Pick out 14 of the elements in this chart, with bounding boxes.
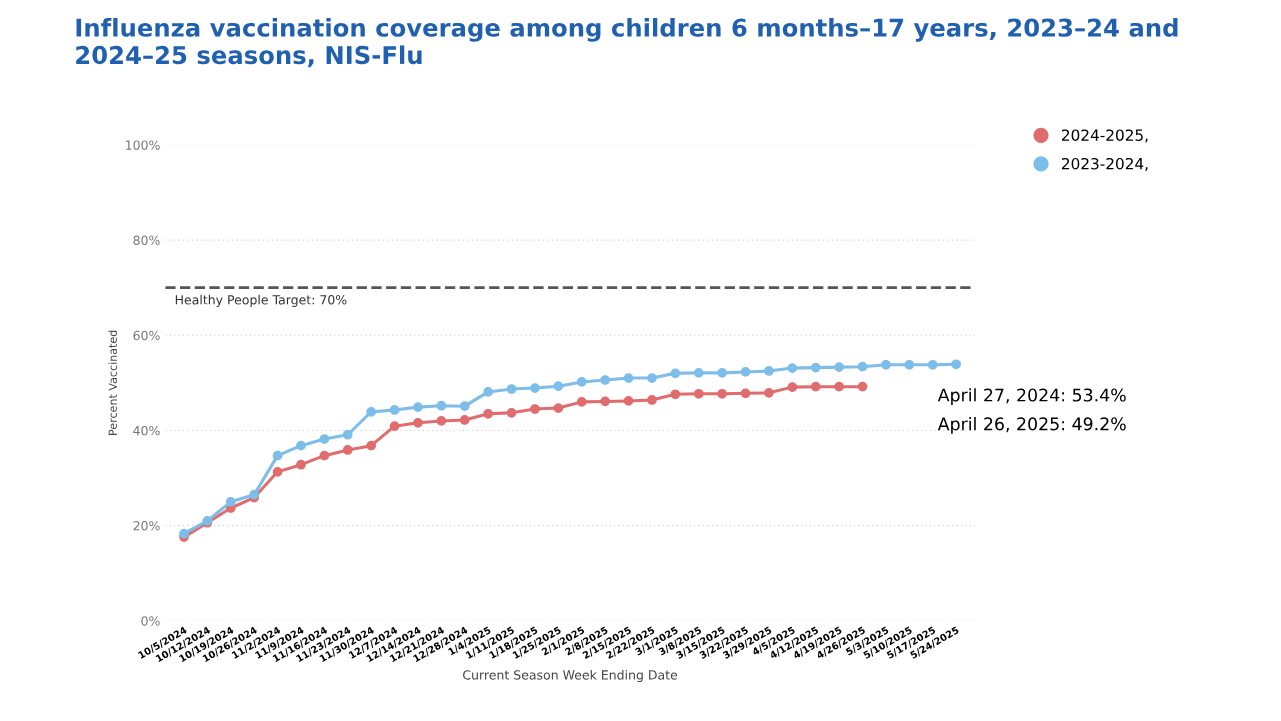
y-tick-label: 0% bbox=[141, 616, 160, 626]
legend-label: 2024-2025, bbox=[1062, 129, 1148, 143]
y-axis-title: Percent Vaccinated bbox=[108, 330, 117, 435]
y-tick-label: 40% bbox=[133, 425, 160, 436]
x-axis-title: Current Season Week Ending Date bbox=[463, 669, 678, 683]
y-tick-label: 80% bbox=[133, 235, 160, 246]
chart-title: Influenza vaccination coverage among children 6 months–17 years, 2023–24 and 2024–25 seasons, NIS-Flu bbox=[76, 18, 1178, 68]
y-tick-label: 100% bbox=[126, 140, 160, 150]
annotation: April 27, 2024: 53.4% bbox=[937, 388, 1126, 405]
ref-line-label: Healthy People Target: 70% bbox=[175, 294, 347, 307]
y-tick-label: 20% bbox=[133, 521, 160, 531]
y-tick-label: 60% bbox=[133, 330, 160, 341]
annotation: April 26, 2025: 49.2% bbox=[937, 416, 1126, 434]
legend-label: 2023-2024, bbox=[1062, 157, 1148, 172]
